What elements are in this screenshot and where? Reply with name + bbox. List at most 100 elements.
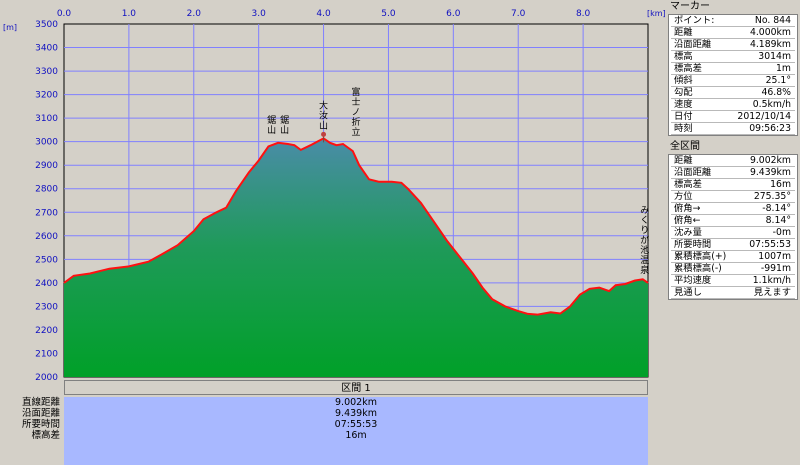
y-tick-label: 2100 [35, 349, 58, 359]
info-value: -991m [760, 263, 791, 274]
info-label: 時刻 [674, 123, 693, 134]
info-label: 距離 [674, 27, 693, 38]
x-tick-label: 7.0 [511, 9, 526, 19]
table-filler [64, 441, 648, 465]
row-value: 9.439km [64, 408, 648, 419]
info-label: 累積標高(+) [674, 251, 727, 262]
info-row: 所要時間 07:55:53 [671, 239, 795, 251]
svg-text:大: 大 [319, 99, 328, 111]
table-row: 所要時間 07:55:53 [0, 419, 666, 430]
table-row: 標高差 16m [0, 430, 666, 441]
x-tick-label: 3.0 [252, 9, 267, 19]
info-label: 所要時間 [674, 239, 712, 250]
info-row: 距離 4.000km [671, 27, 795, 39]
svg-text:士: 士 [351, 96, 360, 108]
info-label: 日付 [674, 111, 693, 122]
info-value: No. 844 [754, 15, 791, 26]
info-value: 9.439km [749, 167, 791, 178]
info-value: -0m [772, 227, 791, 238]
info-row: 速度 0.5km/h [671, 99, 795, 111]
position-marker-dot[interactable] [321, 131, 327, 137]
y-tick-label: 3100 [35, 114, 58, 124]
x-tick-label: 1.0 [122, 9, 137, 19]
info-row: ポイント: No. 844 [671, 15, 795, 27]
info-value: 16m [770, 179, 791, 190]
info-label: 俯角→ [674, 203, 701, 214]
info-row: 標高 3014m [671, 51, 795, 63]
svg-text:り: り [640, 225, 649, 236]
info-value: 1m [776, 63, 791, 74]
info-value: 46.8% [761, 87, 791, 98]
y-tick-label: 2800 [35, 185, 58, 195]
y-tick-label: 2300 [35, 302, 58, 312]
info-row: 標高差 1m [671, 63, 795, 75]
info-sidebar: マーカー ポイント: No. 844 距離 4.000km 沿面距離 4.189km 標高 3… [666, 0, 800, 465]
row-label: 沿面距離 [21, 408, 60, 419]
info-value: 07:55:53 [749, 239, 791, 250]
info-label: 沈み量 [674, 227, 702, 238]
info-value: 見えます [753, 287, 791, 298]
info-label: 平均速度 [674, 275, 712, 286]
svg-text:池: 池 [640, 244, 649, 256]
svg-text:温: 温 [640, 255, 649, 266]
row-label: 直線距離 [21, 397, 60, 408]
info-value: 25.1° [765, 75, 791, 86]
svg-text:ノ: ノ [351, 108, 360, 118]
info-row: 距離 9.002km [671, 155, 795, 167]
x-tick-label: 6.0 [446, 9, 461, 19]
marker-panel: ポイント: No. 844 距離 4.000km 沿面距離 4.189km 標高 3014m 標… [668, 14, 798, 136]
info-row: 累積標高(+) 1007m [671, 251, 795, 263]
y-tick-label: 2700 [35, 208, 58, 218]
info-value: 4.000km [749, 27, 791, 38]
table-row: 直線距離 9.002km [0, 397, 666, 408]
info-label: 沿面距離 [674, 167, 712, 178]
svg-text:が: が [640, 234, 649, 246]
info-label: 標高 [674, 51, 693, 62]
y-tick-label: 2200 [35, 326, 58, 336]
info-row: 標高差 16m [671, 179, 795, 191]
info-row: 日付 2012/10/14 [671, 111, 795, 123]
x-tick-label: 4.0 [316, 9, 331, 19]
svg-text:く: く [640, 216, 649, 226]
info-value: 8.14° [765, 215, 791, 226]
info-label: 標高差 [674, 179, 702, 190]
info-row: 俯角← 8.14° [671, 215, 795, 227]
info-label: 方位 [674, 191, 693, 202]
info-value: 4.189km [749, 39, 791, 50]
section-summary-table: 区間 1 直線距離 9.002km 沿面距離 9.439km 所要時間 07:5… [0, 380, 666, 465]
svg-text:山: 山 [319, 120, 328, 131]
info-label: 累積標高(-) [674, 263, 722, 274]
peak-label: 大汝山 [319, 99, 328, 131]
peak-label: 鋸山 [267, 114, 276, 136]
info-row: 傾斜 25.1° [671, 75, 795, 87]
x-tick-label: 5.0 [381, 9, 396, 19]
section-panel: 距離 9.002km 沿面距離 9.439km 標高差 16m 方位 275.35° 俯角→ -8… [668, 154, 798, 300]
row-value: 16m [64, 430, 648, 441]
elevation-profile-chart[interactable]: 2000 2100 2200 2300 2400 2500 2600 2700 2800 2900… [0, 0, 666, 380]
svg-text:み: み [640, 205, 649, 216]
info-value: 09:56:23 [749, 123, 791, 134]
info-value: 1.1km/h [752, 275, 791, 286]
y-tick-label: 3300 [35, 67, 58, 77]
info-label: 見通し [674, 287, 702, 298]
info-label: 勾配 [674, 87, 693, 98]
info-row: 勾配 46.8% [671, 87, 795, 99]
section-panel-title: 全区間 [666, 140, 800, 154]
svg-text:富: 富 [351, 86, 360, 98]
svg-text:山: 山 [280, 125, 289, 136]
info-row: 方位 275.35° [671, 191, 795, 203]
y-tick-label: 3400 [35, 44, 58, 54]
info-row: 累積標高(-) -991m [671, 263, 795, 275]
info-value: -8.14° [762, 203, 791, 214]
y-tick-label: 2900 [35, 161, 58, 171]
info-label: 傾斜 [674, 75, 693, 86]
x-tick-label: 8.0 [576, 9, 591, 19]
marker-panel-title: マーカー [666, 0, 800, 14]
row-label: 所要時間 [21, 419, 60, 430]
info-row: 俯角→ -8.14° [671, 203, 795, 215]
section-header[interactable]: 区間 1 [64, 380, 648, 395]
info-row: 沿面距離 4.189km [671, 39, 795, 51]
info-row: 沿面距離 9.439km [671, 167, 795, 179]
